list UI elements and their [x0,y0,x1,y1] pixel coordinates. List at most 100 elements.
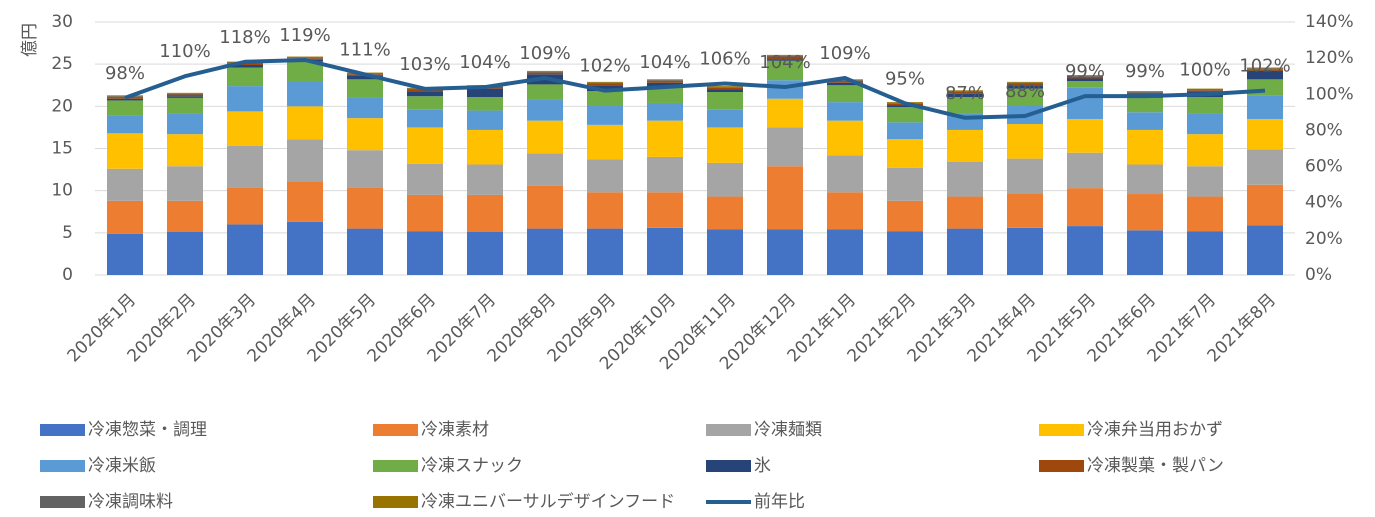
y2-tick-label: 140% [1305,12,1354,32]
bar-segment [1127,91,1163,93]
bar-segment [467,88,503,98]
bar-segment [587,159,623,193]
y2-tick-label: 40% [1305,193,1343,213]
bar-segment [767,56,803,60]
bar-segment [1067,118,1103,153]
bar-segment [347,187,383,229]
bar-segment [1247,225,1283,275]
bar-segment [1127,112,1163,130]
bar-segment [407,231,443,275]
bar-segment [1007,227,1043,275]
bar-segment [1187,134,1223,167]
data-label: 98% [105,63,145,84]
bar-segment [467,164,503,195]
bar-segment [227,187,263,225]
bar-segment [347,97,383,119]
bar-segment [827,192,863,230]
bar-segment [647,192,683,228]
bar-segment [947,91,983,92]
bar-segment [887,200,923,232]
bar-segment [527,84,563,100]
data-label: 100% [1179,59,1230,80]
bar-segment [1247,67,1283,69]
bar-segment [647,102,683,121]
bar-segment [647,120,683,157]
bar-segment [1067,152,1103,189]
bar-segment [167,231,203,275]
legend-swatch [40,424,85,436]
bar-segment [587,83,623,86]
bar-segment [1187,113,1223,135]
y-tick-label: 20 [51,96,73,116]
y-tick-label: 10 [51,181,73,201]
bar-segment [227,67,263,87]
bar-segment [1127,230,1163,275]
legend-swatch [1039,424,1084,436]
bar-segment [587,91,623,106]
bar-segment [827,80,863,82]
bar-segment [527,99,563,121]
bar-segment [1007,82,1043,84]
bar-segment [587,81,623,83]
bar-segment [647,87,683,103]
bar-segment [1067,78,1103,82]
data-label: 103% [399,54,450,75]
bar-segment [587,85,623,92]
bar-segment [947,161,983,197]
bar-segment [827,102,863,121]
bar-segment [467,129,503,165]
bar-segment [707,229,743,275]
data-label: 106% [699,48,750,69]
bar-segment [527,153,563,186]
data-label: 104% [459,52,510,73]
bar-segment [467,194,503,232]
legend-swatch [706,460,751,472]
bar-segment [527,185,563,229]
y-tick-label: 25 [51,54,73,74]
bar-segment [587,105,623,125]
bar-segment [1067,76,1103,79]
bar-segment [527,70,563,72]
bar-segment [887,167,923,201]
bar-segment [707,109,743,128]
bar-segment [167,134,203,167]
bar-segment [767,80,803,99]
bar-segment [287,139,323,182]
legend-swatch [373,424,418,436]
bar-segment [707,87,743,90]
bar-segment [1187,90,1223,92]
data-label: 111% [339,39,390,60]
data-label: 109% [819,43,870,64]
bar-segment [767,54,803,56]
bar-segment [767,229,803,275]
bar-segment [767,166,803,230]
y2-tick-label: 20% [1305,229,1343,249]
bar-segment [1247,149,1283,185]
y2-tick-label: 60% [1305,157,1343,177]
bar-segment [707,127,743,163]
legend-label: 冷凍調味料 [88,492,173,512]
bar-segment [167,92,203,94]
bar-segment [287,221,323,275]
data-label: 88% [1005,81,1045,102]
bar-segment [707,91,743,110]
bar-segment [407,194,443,232]
bar-segment [647,156,683,193]
bar-segment [287,106,323,140]
bar-segment [1187,196,1223,232]
bar-segment [827,81,863,83]
bar-segment [587,192,623,229]
bar-segment [647,80,683,82]
bar-segment [347,75,383,80]
bar-segment [767,127,803,167]
bar-segment [1067,87,1103,119]
bar-segment [1247,69,1283,71]
bar-segment [887,122,923,140]
bar-segment [227,111,263,146]
bar-segment [1187,166,1223,197]
legend-swatch [40,460,85,472]
bar-segment [227,224,263,275]
bar-segment [767,60,803,81]
bar-segment [887,139,923,168]
